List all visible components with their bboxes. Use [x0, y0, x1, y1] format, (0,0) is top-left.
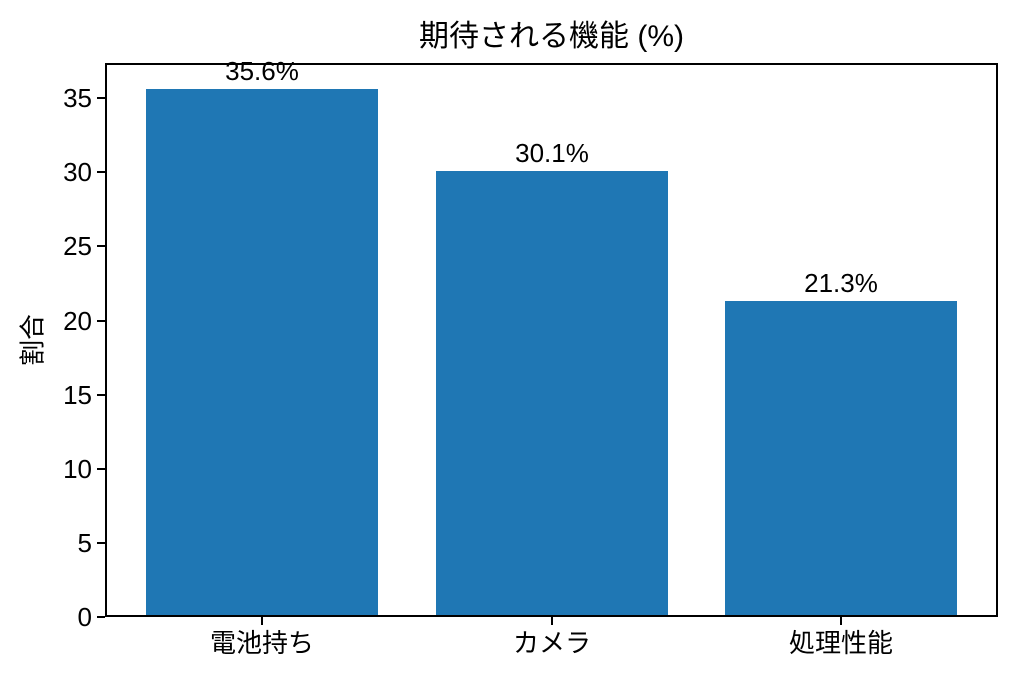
- y-tick-label: 25: [63, 231, 92, 262]
- bar-value-label: 30.1%: [515, 138, 589, 168]
- y-tick-mark: [97, 319, 105, 322]
- x-category-label: 処理性能: [788, 628, 893, 658]
- x-tick-mark: [840, 617, 842, 625]
- y-tick-label: 20: [63, 305, 92, 336]
- bar-value-label: 35.6%: [225, 56, 299, 86]
- y-tick-mark: [97, 541, 105, 544]
- y-tick-mark: [97, 467, 105, 470]
- y-tick-label: 5: [77, 527, 92, 558]
- x-category-label: カメラ: [512, 628, 591, 658]
- bar: [146, 89, 378, 617]
- x-tick-mark: [261, 617, 263, 625]
- y-tick-label: 10: [63, 453, 92, 484]
- bar: [725, 301, 957, 617]
- bar: [436, 171, 668, 617]
- chart-title: 期待される機能 (%): [419, 20, 684, 53]
- y-tick-mark: [97, 97, 105, 100]
- y-tick-label: 35: [63, 83, 92, 114]
- x-category-label: 電池持ち: [209, 628, 314, 658]
- x-tick-mark: [551, 617, 553, 625]
- y-tick-label: 30: [63, 157, 92, 188]
- y-tick-mark: [97, 616, 105, 618]
- y-tick-mark: [97, 245, 105, 248]
- y-tick-mark: [97, 171, 105, 174]
- y-tick-mark: [97, 393, 105, 396]
- y-tick-label: 15: [63, 379, 92, 410]
- bar-value-label: 21.3%: [804, 268, 878, 298]
- y-tick-label: 0: [77, 602, 92, 632]
